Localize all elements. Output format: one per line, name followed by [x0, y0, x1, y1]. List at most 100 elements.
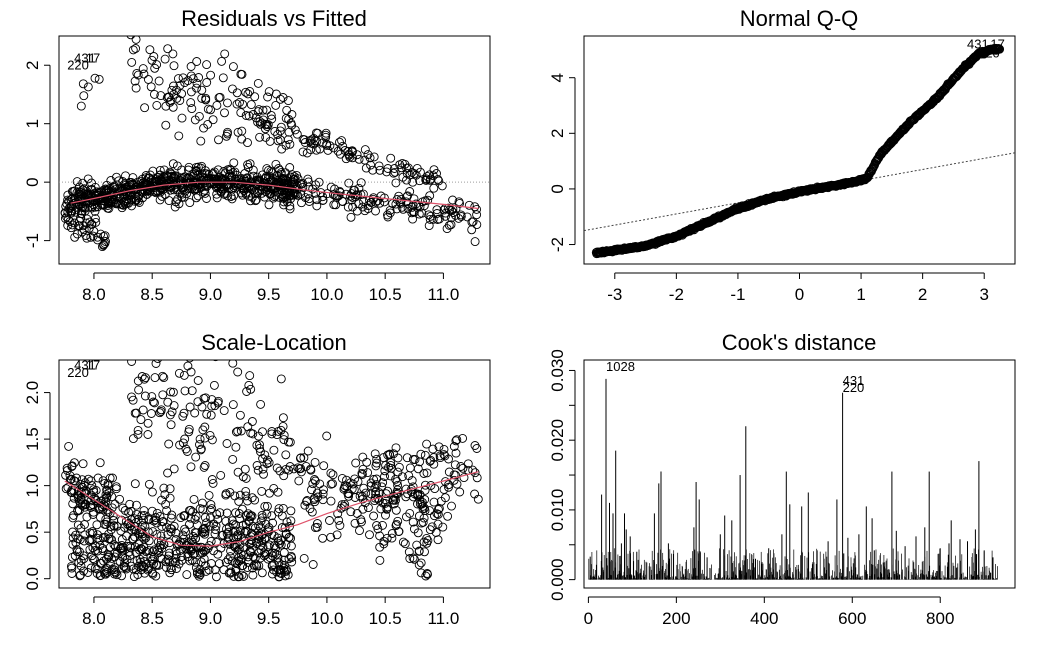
data-point [372, 454, 382, 464]
data-point [458, 463, 468, 473]
data-point [250, 495, 260, 505]
data-point [212, 360, 219, 362]
data-point [184, 427, 194, 437]
data-point [263, 92, 273, 102]
data-point [108, 182, 118, 192]
data-point [132, 500, 141, 510]
data-point [86, 501, 96, 511]
data-point [416, 568, 426, 578]
data-point [234, 496, 244, 506]
data-point [380, 472, 389, 481]
data-point [326, 182, 336, 192]
data-point [310, 476, 320, 486]
data-point [101, 490, 111, 500]
data-point [333, 146, 343, 156]
data-point [158, 517, 168, 526]
data-point [245, 546, 255, 556]
data-point [197, 527, 207, 537]
data-point [242, 387, 252, 396]
y-tick-label: 0 [548, 184, 567, 193]
data-point [250, 553, 260, 563]
data-point [342, 475, 351, 485]
data-point [287, 553, 297, 563]
data-point [440, 451, 450, 461]
data-point [444, 482, 453, 492]
data-point [78, 79, 88, 89]
data-point [283, 173, 293, 183]
data-point [380, 466, 390, 476]
panel-title: Residuals vs Fitted [181, 6, 367, 31]
data-point [127, 360, 137, 366]
y-tick-label: 0.030 [548, 349, 567, 392]
data-point [375, 531, 385, 541]
data-point [247, 177, 257, 187]
panel-residuals-vs-fitted: Residuals vs Fitted 8.0 8.5 9.0 9.5 10.0 10.5… [23, 6, 491, 304]
data-point [175, 96, 185, 105]
data-point [470, 237, 480, 247]
data-point [371, 461, 381, 471]
data-point [408, 482, 418, 492]
data-point [355, 526, 364, 536]
data-point [279, 435, 289, 445]
data-point [282, 529, 291, 539]
data-point [265, 136, 275, 146]
data-point [112, 570, 122, 580]
data-point [321, 132, 331, 142]
data-point [294, 476, 304, 486]
x-tick-label: -2 [669, 285, 684, 304]
data-point [236, 108, 246, 118]
data-point [272, 549, 281, 559]
data-point [248, 110, 258, 119]
data-point [191, 563, 201, 573]
data-point [274, 504, 284, 514]
data-point [153, 360, 162, 363]
data-point [182, 570, 192, 580]
data-point [348, 202, 358, 212]
data-point [299, 553, 309, 563]
data-point [425, 191, 435, 201]
data-point [131, 36, 141, 44]
data-point [133, 429, 143, 439]
data-point [429, 453, 439, 462]
data-point [267, 569, 277, 579]
data-point [84, 223, 94, 233]
data-point [409, 169, 419, 179]
data-point [132, 68, 142, 78]
data-point [371, 487, 381, 497]
data-point [355, 491, 365, 501]
data-point [372, 480, 381, 490]
data-point [464, 200, 474, 210]
data-point [209, 380, 219, 390]
data-point [995, 44, 1005, 54]
data-point [210, 167, 219, 177]
data-point [429, 497, 439, 507]
data-point [89, 493, 99, 503]
point-label: 220 [843, 380, 865, 395]
data-point [368, 165, 378, 175]
data-point [306, 145, 316, 155]
data-point [279, 560, 289, 570]
data-point [309, 133, 319, 143]
data-point [248, 429, 258, 439]
data-point [381, 489, 391, 499]
data-point [187, 104, 197, 114]
panel-title: Cook's distance [722, 330, 877, 355]
data-point [223, 533, 233, 543]
data-point [67, 569, 77, 578]
data-point [420, 450, 430, 460]
data-point [143, 565, 153, 575]
data-point [310, 497, 320, 507]
data-point [101, 569, 111, 579]
data-point [196, 444, 206, 454]
data-point [179, 511, 189, 521]
data-point [245, 86, 255, 96]
x-tick-label: 9.0 [199, 285, 223, 304]
data-point [131, 83, 141, 93]
data-point [225, 169, 235, 179]
data-point [161, 171, 171, 181]
data-point [187, 536, 196, 546]
data-point [139, 374, 149, 384]
data-point [268, 551, 277, 561]
data-point [200, 513, 210, 522]
data-point [373, 494, 383, 503]
